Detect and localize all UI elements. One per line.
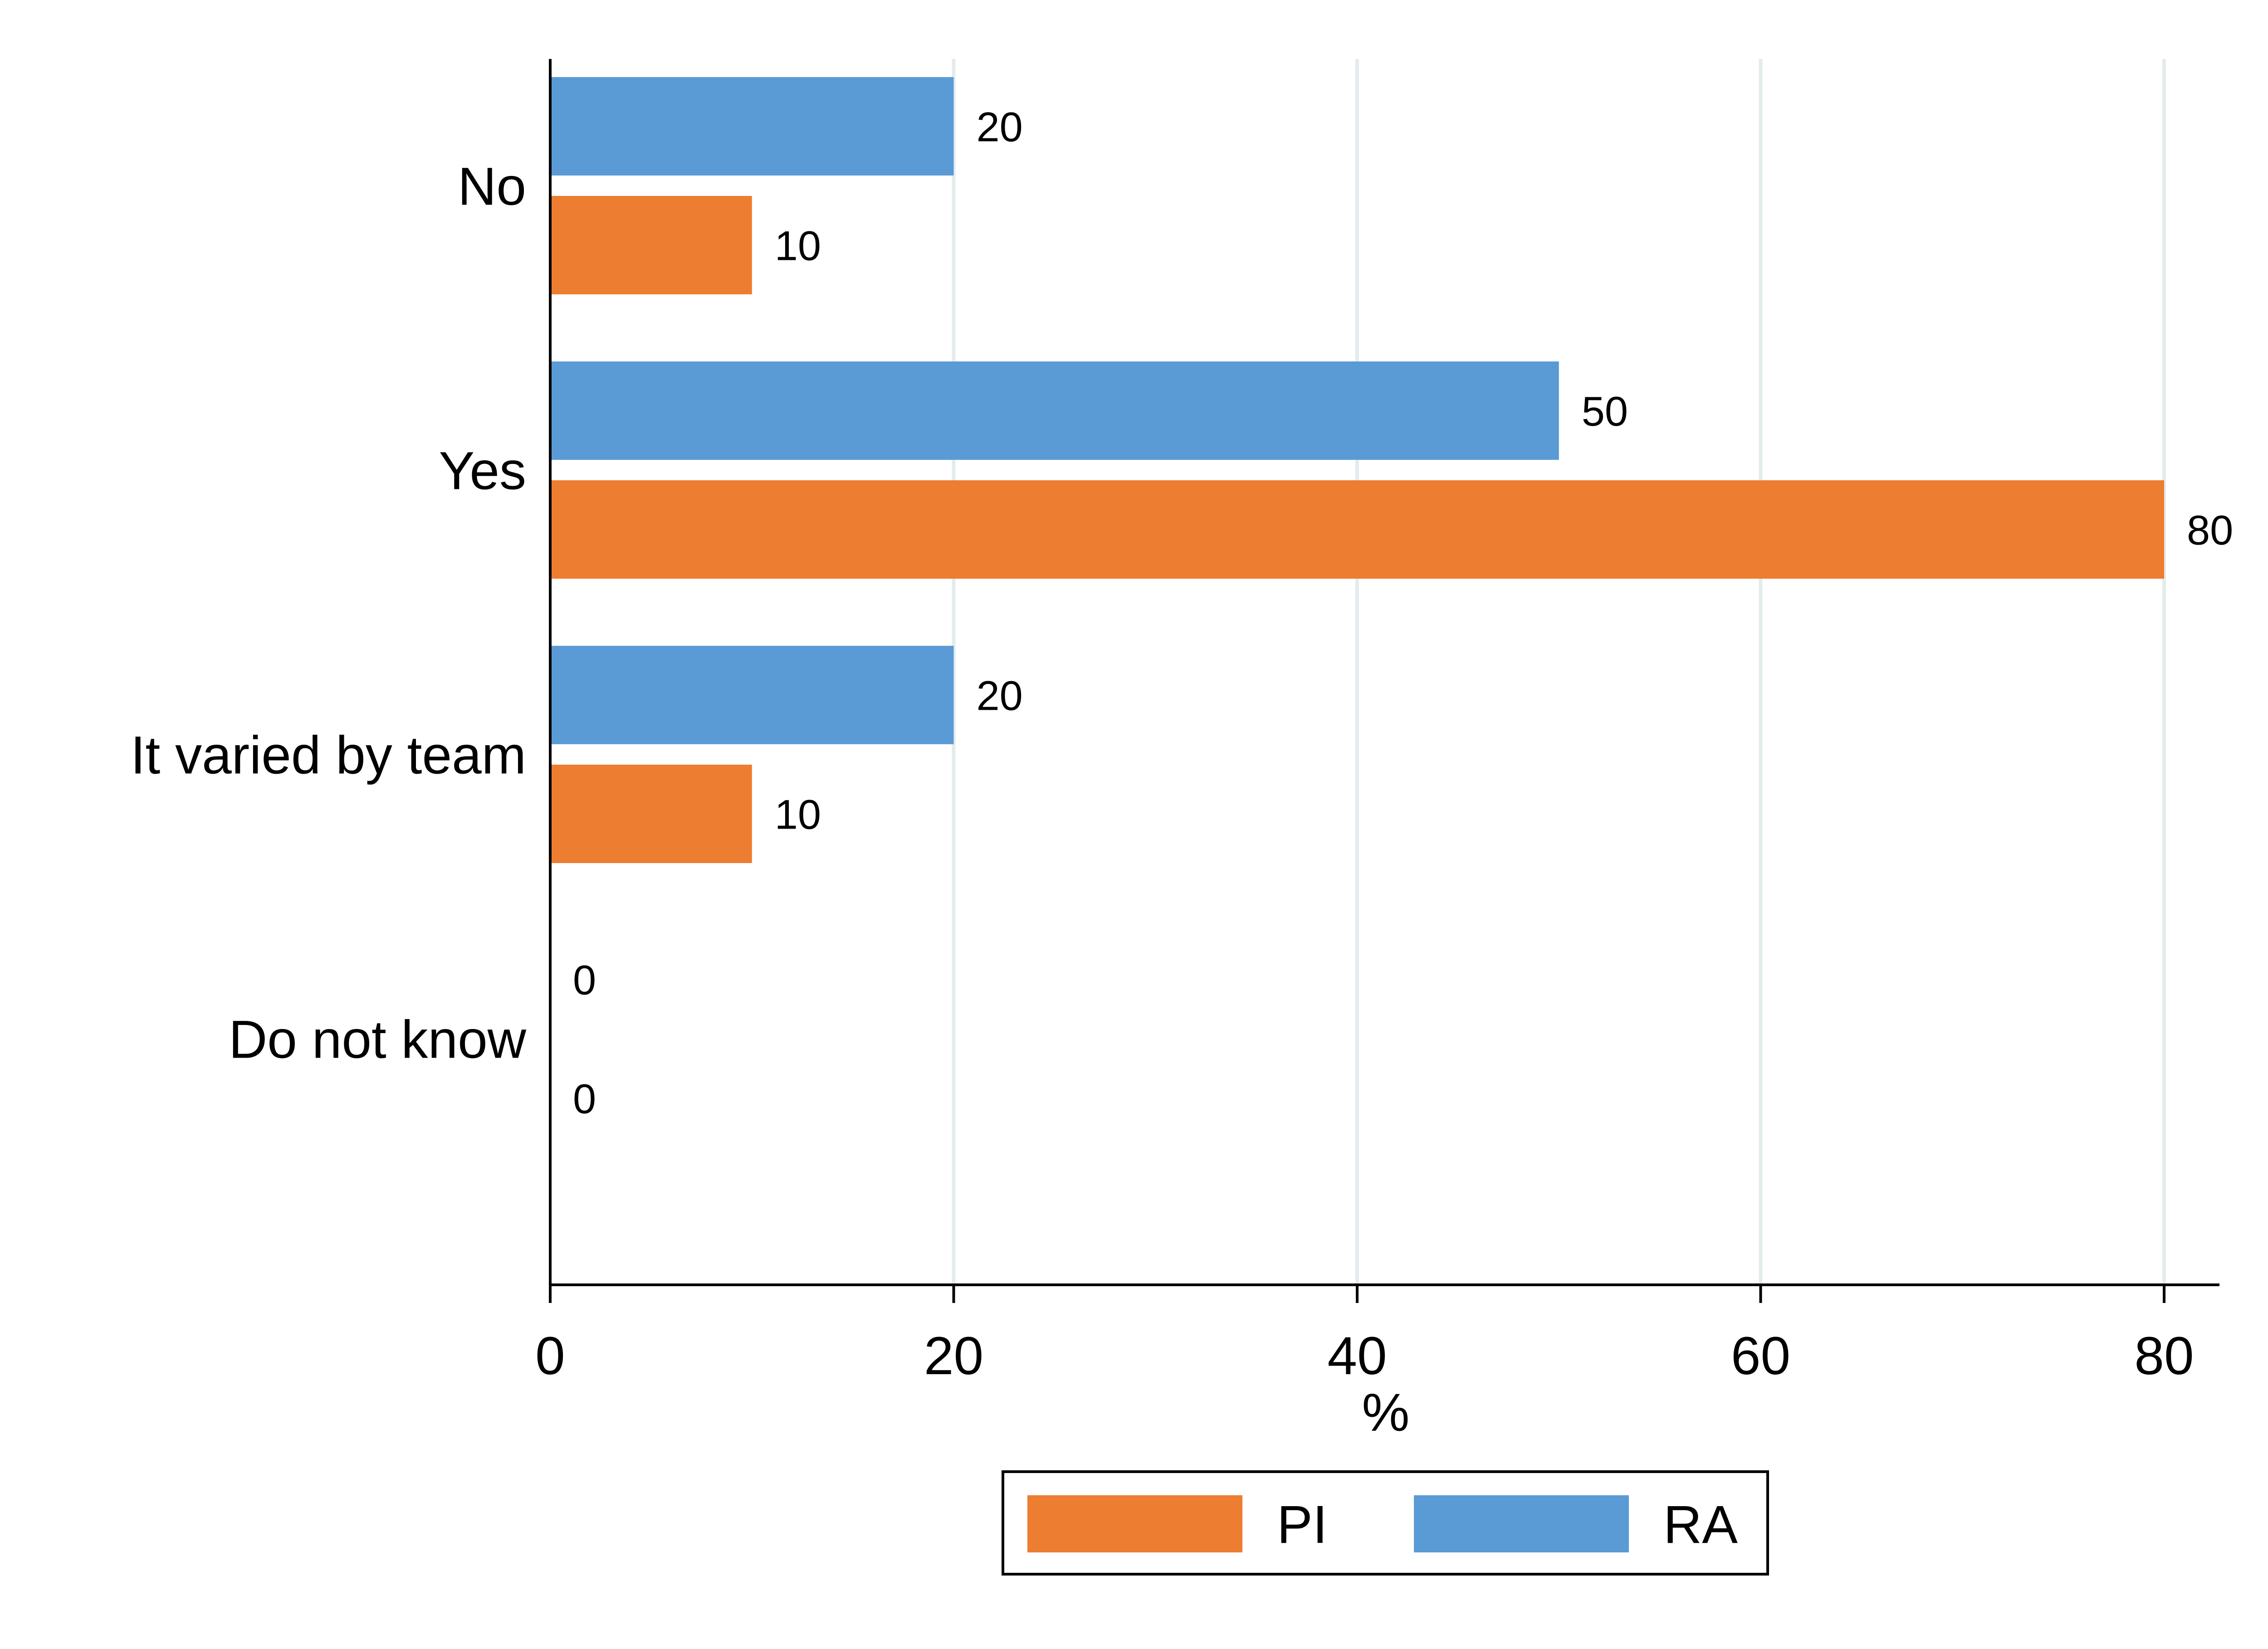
data-label-pi-do-not-know: 0	[573, 1076, 596, 1122]
category-label-yes: Yes	[439, 441, 527, 501]
legend: PI RA	[1002, 1470, 1769, 1576]
x-tick-label-20: 20	[924, 1326, 983, 1386]
legend-swatch-pi	[1027, 1495, 1242, 1552]
data-label-pi-no: 10	[775, 223, 821, 269]
axes	[549, 59, 2219, 1303]
legend-label-pi: PI	[1277, 1495, 1328, 1555]
data-label-ra-yes: 50	[1582, 389, 1628, 435]
labels: 20 10 No 50 80 Yes 20 10 It varied by team 0 0 Do n…	[131, 104, 2234, 1386]
bars	[550, 77, 2164, 863]
bar-pi-yes	[550, 480, 2164, 579]
bar-pi-no	[550, 196, 752, 294]
legend-swatch-ra	[1414, 1495, 1629, 1552]
data-label-pi-it-varied-by-team: 10	[775, 792, 821, 838]
data-label-pi-yes: 80	[2187, 507, 2233, 554]
x-tick-label-40: 40	[1327, 1326, 1387, 1386]
category-label-no: No	[458, 157, 526, 217]
gridlines	[952, 59, 2166, 1285]
x-axis-title: %	[1362, 1383, 1410, 1443]
bar-ra-yes	[550, 361, 1559, 460]
bar-pi-it-varied-by-team	[550, 765, 752, 863]
data-label-ra-no: 20	[977, 104, 1023, 151]
bar-ra-it-varied-by-team	[550, 646, 954, 744]
legend-label-ra: RA	[1663, 1495, 1738, 1555]
x-tick-label-60: 60	[1731, 1326, 1790, 1386]
category-label-it-varied-by-team: It varied by team	[131, 726, 526, 785]
bar-ra-no	[550, 77, 954, 176]
x-tick-label-80: 80	[2134, 1326, 2194, 1386]
x-tick-label-0: 0	[535, 1326, 565, 1386]
data-label-ra-it-varied-by-team: 20	[977, 673, 1023, 719]
data-label-ra-do-not-know: 0	[573, 957, 596, 1004]
category-label-do-not-know: Do not know	[229, 1010, 527, 1070]
